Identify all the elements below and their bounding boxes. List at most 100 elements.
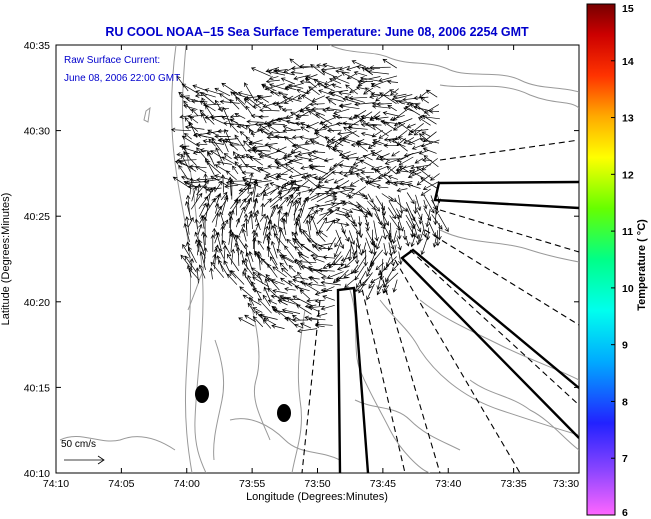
current-vector-arrow [342, 121, 359, 126]
current-vector-arrow [233, 199, 239, 216]
current-vector-arrow [235, 96, 247, 110]
current-vector-arrow [201, 231, 206, 250]
current-vector-arrow [266, 278, 278, 285]
current-vector-arrow [230, 269, 245, 285]
map-plot-area: Raw Surface Current: June 08, 2006 22:00… [55, 44, 580, 474]
current-vector-arrow [376, 101, 392, 107]
current-vector-arrow [204, 88, 222, 95]
current-vector-arrow [223, 260, 230, 272]
current-vector-arrow [220, 225, 225, 245]
current-vector-arrow [295, 304, 312, 315]
current-vector-arrow [324, 197, 338, 203]
current-vector-arrow [270, 278, 285, 285]
current-vector-arrow [405, 202, 416, 222]
current-vector-arrow [183, 151, 197, 166]
current-vector-arrow [326, 262, 344, 267]
current-vector-arrow [226, 253, 240, 272]
current-vector-arrow [220, 191, 228, 201]
radar-coverage-outlines [336, 180, 579, 473]
current-vector-arrow [220, 174, 226, 193]
current-vector-arrow [425, 89, 438, 98]
current-vector-arrow [371, 104, 391, 109]
current-vector-arrow [239, 286, 254, 299]
current-vector-arrow [304, 315, 319, 320]
current-vector-arrow [379, 157, 399, 162]
current-vector-arrow [199, 91, 216, 105]
current-vector-arrow [207, 151, 216, 167]
current-vector-arrow [241, 260, 255, 278]
current-vector-arrow [377, 171, 390, 180]
current-vector-arrow [185, 200, 192, 222]
current-vector-arrow [199, 100, 216, 112]
current-vector-arrow [257, 298, 272, 314]
current-vector-arrow [263, 317, 277, 326]
current-vector-arrow [409, 170, 424, 179]
current-vector-arrow [264, 142, 278, 147]
x-axis-label: Longitude (Degrees:Minutes) [246, 491, 388, 503]
current-vector-arrow [296, 88, 309, 95]
current-vector-arrow [299, 135, 312, 141]
current-vector-arrow [383, 284, 390, 294]
current-vector-arrow [234, 161, 245, 175]
current-vector-arrow [200, 214, 205, 229]
current-vector-arrow [352, 159, 365, 166]
current-vector-arrow [299, 79, 311, 85]
current-vector-arrow [369, 94, 381, 99]
current-vector-arrow [437, 223, 442, 241]
colorbar-tick-label: 9 [622, 340, 628, 352]
current-vector-arrow [349, 179, 360, 186]
current-vector-arrow [299, 289, 310, 299]
current-vector-arrow [235, 246, 241, 266]
current-vector-arrow [219, 99, 240, 104]
current-vector-arrow [295, 207, 303, 229]
current-vector-arrow [262, 225, 269, 244]
current-vector-arrow [324, 74, 343, 85]
current-vector-arrow [409, 128, 429, 134]
current-vector-arrow [423, 194, 435, 214]
current-vector-arrow [223, 153, 232, 160]
current-vector-arrow [195, 267, 200, 284]
current-vector-arrow [314, 128, 327, 133]
current-vector-arrow [277, 299, 288, 306]
current-vector-arrow [386, 180, 398, 187]
current-vector-arrow [243, 98, 257, 110]
current-vector-arrow [330, 92, 343, 99]
current-vector-arrow [274, 69, 295, 76]
current-vector-arrow [192, 84, 207, 92]
current-vector-arrow [282, 156, 303, 165]
current-vector-arrow [271, 101, 287, 106]
current-vector-arrow [239, 131, 248, 138]
current-vector-arrow [366, 283, 375, 301]
current-vector-arrow [237, 206, 246, 224]
current-vector-arrow [211, 137, 224, 154]
current-vector-arrow [348, 230, 356, 245]
current-vector-arrow [195, 166, 207, 174]
current-vector-arrow [277, 209, 282, 230]
current-vector-arrow [187, 216, 194, 228]
current-vector-arrow [215, 192, 222, 208]
current-vector-arrow [396, 168, 408, 174]
current-vector-arrow [270, 240, 278, 259]
current-vector-arrow [418, 133, 432, 145]
current-vector-arrow [318, 201, 336, 207]
current-vector-arrow [359, 76, 381, 82]
current-vector-arrow [256, 95, 269, 103]
current-vector-arrow [372, 202, 381, 212]
current-vector-arrow [199, 109, 215, 125]
current-vector-arrow [323, 178, 335, 184]
current-vector-arrow [188, 267, 200, 281]
current-vector-arrow [410, 164, 432, 170]
current-vector-arrow [324, 136, 334, 145]
current-vector-arrow [307, 153, 328, 162]
current-vector-arrow [198, 223, 203, 235]
current-vector-arrow [281, 107, 293, 113]
current-vector-arrow [373, 220, 379, 242]
current-vector-arrow [268, 130, 286, 136]
current-vector-arrow [352, 249, 358, 260]
current-vector-arrow [356, 143, 369, 152]
current-vector-arrow [278, 297, 296, 305]
current-vector-arrow [421, 131, 431, 137]
current-vector-arrow [226, 273, 238, 285]
current-vector-arrow [370, 150, 383, 158]
current-vector-arrow [287, 83, 304, 89]
